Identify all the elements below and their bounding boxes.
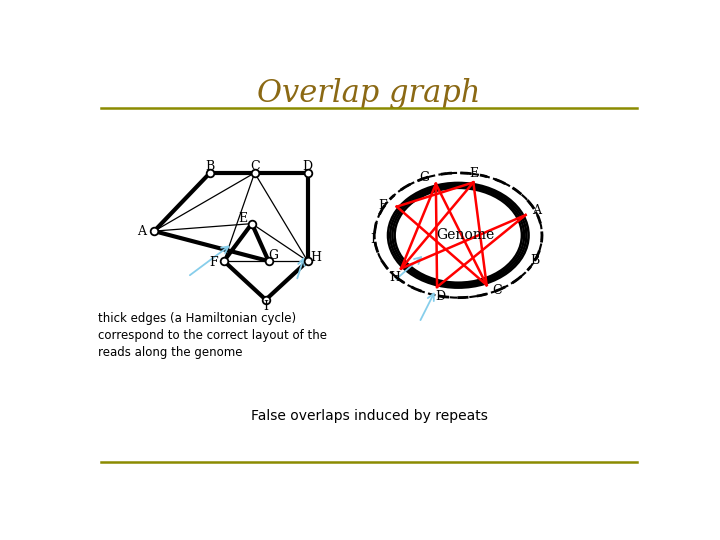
- Text: A: A: [138, 225, 146, 238]
- Text: D: D: [302, 160, 312, 173]
- Text: B: B: [205, 160, 215, 173]
- Text: E: E: [469, 167, 478, 180]
- Text: C: C: [492, 285, 502, 298]
- Text: F: F: [210, 256, 218, 269]
- Text: Genome: Genome: [436, 228, 494, 242]
- Text: F: F: [378, 199, 387, 212]
- Text: I: I: [264, 300, 269, 313]
- Text: C: C: [250, 160, 259, 173]
- Text: G: G: [420, 171, 430, 184]
- Text: B: B: [531, 254, 540, 267]
- Text: H: H: [389, 271, 400, 284]
- Text: thick edges (a Hamiltonian cycle)
correspond to the correct layout of the
reads : thick edges (a Hamiltonian cycle) corres…: [99, 312, 328, 359]
- Text: A: A: [532, 204, 541, 218]
- Text: E: E: [238, 212, 248, 225]
- Text: G: G: [268, 249, 278, 262]
- Text: I: I: [370, 233, 375, 246]
- Text: H: H: [310, 251, 321, 264]
- Text: D: D: [436, 289, 446, 302]
- Text: Overlap graph: Overlap graph: [257, 78, 481, 110]
- Text: False overlaps induced by repeats: False overlaps induced by repeats: [251, 409, 487, 423]
